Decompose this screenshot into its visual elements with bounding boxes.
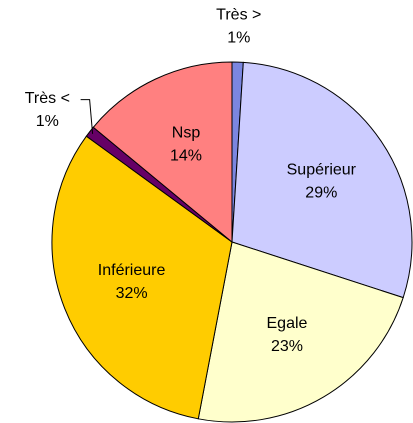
slice-label: Egale: [267, 315, 308, 332]
slice-label: Nsp: [172, 124, 201, 141]
slice-value: 23%: [271, 338, 303, 355]
slice-label: Très <: [25, 90, 70, 107]
pie-slice: [231, 61, 413, 299]
slice-value: 14%: [170, 147, 202, 164]
slice-value: 1%: [227, 29, 250, 46]
pie-slice: [51, 135, 233, 420]
slice-value: 32%: [116, 285, 148, 302]
slice-value: 29%: [305, 185, 337, 202]
pie-slice: [92, 61, 233, 244]
slice-label: Très >: [216, 6, 261, 23]
pie-slice: [197, 241, 404, 423]
slice-value: 1%: [36, 113, 59, 130]
slice-label: Inférieure: [98, 262, 166, 279]
slice-label: Supérieur: [287, 162, 357, 179]
leader-line: [80, 99, 94, 134]
